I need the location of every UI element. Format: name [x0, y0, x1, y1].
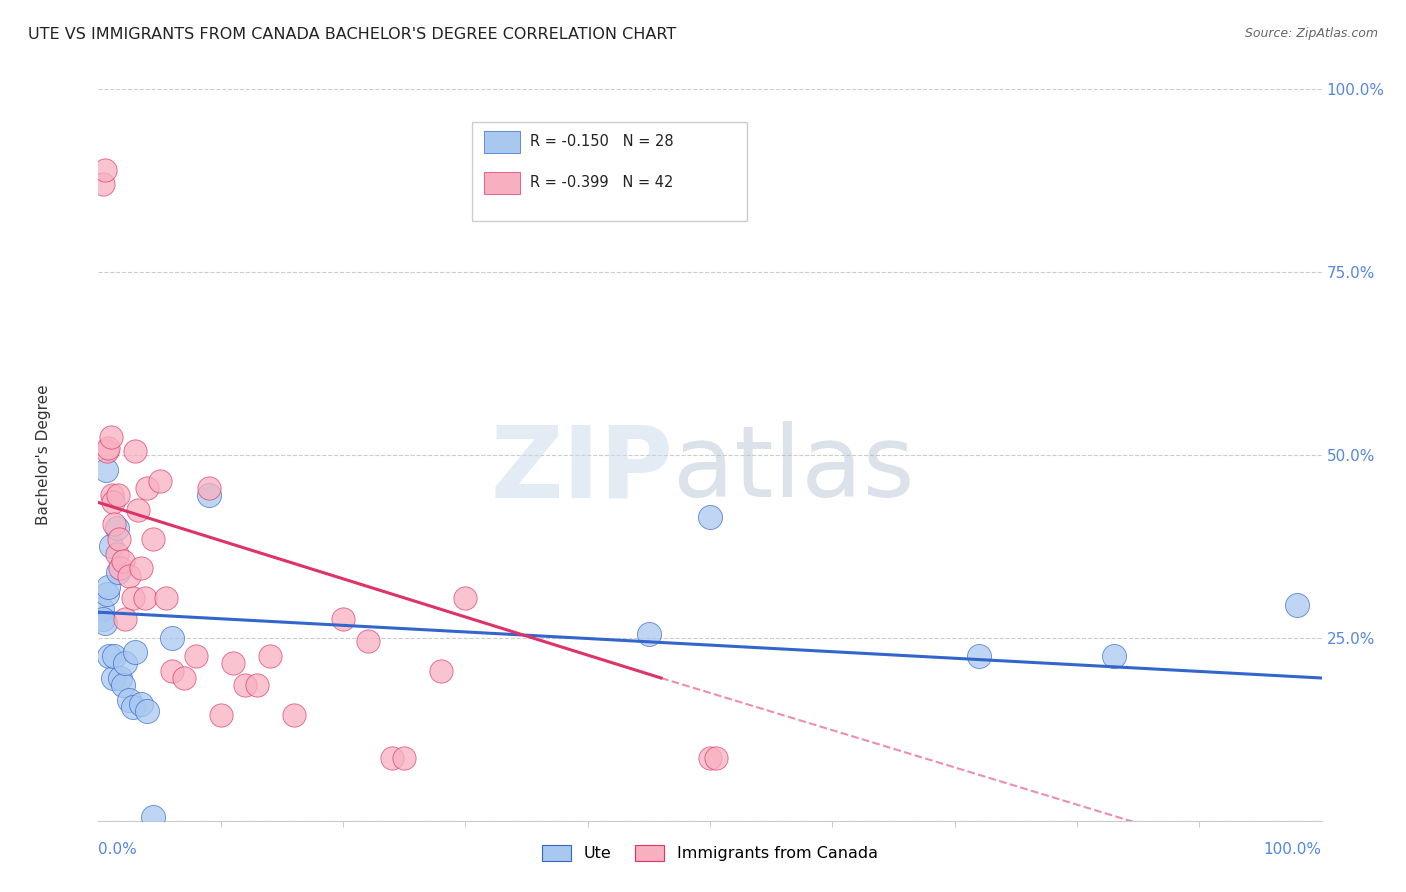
Point	[124, 444, 146, 458]
Point	[186, 649, 208, 664]
Point	[100, 430, 122, 444]
Text: R = -0.150   N = 28: R = -0.150 N = 28	[530, 135, 673, 149]
Point	[704, 751, 727, 765]
Point	[638, 627, 661, 641]
Point	[103, 517, 125, 532]
Point	[136, 481, 159, 495]
Point	[111, 678, 134, 692]
FancyBboxPatch shape	[484, 172, 520, 194]
Point	[97, 441, 120, 455]
Point	[332, 613, 354, 627]
Point	[97, 580, 120, 594]
Point	[392, 751, 416, 765]
Point	[129, 697, 152, 711]
Point	[142, 532, 165, 546]
Point	[197, 481, 219, 495]
Text: UTE VS IMMIGRANTS FROM CANADA BACHELOR'S DEGREE CORRELATION CHART: UTE VS IMMIGRANTS FROM CANADA BACHELOR'S…	[28, 27, 676, 42]
Text: Source: ZipAtlas.com: Source: ZipAtlas.com	[1244, 27, 1378, 40]
Point	[103, 649, 125, 664]
Point	[967, 649, 990, 664]
Text: ZIP: ZIP	[491, 421, 673, 518]
Point	[96, 587, 118, 601]
Point	[127, 503, 149, 517]
Point	[699, 751, 721, 765]
Point	[94, 462, 117, 476]
Point	[111, 554, 134, 568]
Point	[107, 565, 129, 579]
Text: 100.0%: 100.0%	[1264, 841, 1322, 856]
Text: R = -0.399   N = 42: R = -0.399 N = 42	[530, 176, 673, 190]
Point	[160, 664, 183, 678]
Point	[100, 539, 122, 553]
Point	[155, 591, 177, 605]
Point	[1102, 649, 1125, 664]
Point	[381, 751, 404, 765]
Point	[430, 664, 453, 678]
Point	[149, 474, 172, 488]
FancyBboxPatch shape	[484, 131, 520, 153]
Point	[101, 495, 124, 509]
Point	[129, 561, 152, 575]
Point	[91, 178, 114, 192]
Point	[209, 707, 232, 722]
Point	[101, 488, 124, 502]
Point	[160, 631, 183, 645]
Point	[105, 521, 128, 535]
Point	[134, 591, 156, 605]
Point	[105, 547, 128, 561]
Point	[98, 649, 121, 664]
Point	[259, 649, 281, 664]
Point	[118, 693, 141, 707]
Text: Bachelor's Degree: Bachelor's Degree	[37, 384, 51, 525]
Point	[173, 671, 195, 685]
Point	[283, 707, 305, 722]
Point	[1286, 598, 1309, 612]
Point	[222, 657, 245, 671]
Legend: Ute, Immigrants from Canada: Ute, Immigrants from Canada	[536, 838, 884, 868]
Point	[93, 162, 115, 177]
Point	[699, 510, 721, 524]
Point	[118, 568, 141, 582]
Point	[454, 591, 477, 605]
Point	[114, 613, 136, 627]
Point	[356, 634, 378, 648]
Point	[114, 657, 136, 671]
Text: atlas: atlas	[673, 421, 915, 518]
Point	[124, 645, 146, 659]
Point	[110, 671, 132, 685]
Point	[136, 704, 159, 718]
Point	[91, 613, 114, 627]
Text: 0.0%: 0.0%	[98, 841, 138, 856]
Point	[246, 678, 269, 692]
Point	[121, 700, 143, 714]
Point	[142, 810, 165, 824]
Point	[96, 444, 118, 458]
Point	[101, 671, 124, 685]
Point	[110, 561, 132, 575]
Point	[93, 616, 115, 631]
FancyBboxPatch shape	[471, 122, 747, 221]
Point	[91, 601, 114, 615]
Point	[233, 678, 256, 692]
Point	[107, 488, 129, 502]
Point	[121, 591, 143, 605]
Point	[197, 488, 219, 502]
Point	[108, 532, 131, 546]
